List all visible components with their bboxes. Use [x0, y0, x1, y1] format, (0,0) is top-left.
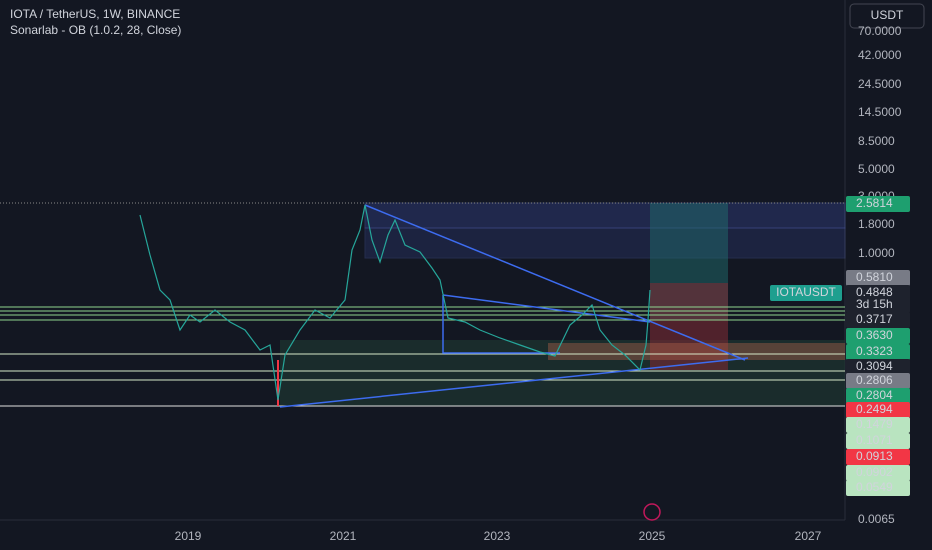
price-badge-label: 0.2494	[856, 402, 893, 416]
currency-button[interactable]	[849, 3, 925, 29]
price-badge-label: 0.2804	[856, 388, 893, 402]
price-badge	[846, 449, 910, 465]
price-badge-label: 3d 15h	[856, 297, 893, 311]
time-axis-label: 2019	[175, 529, 202, 543]
price-axis-label: 14.5000	[858, 105, 902, 119]
price-axis-label: 1.0000	[858, 246, 895, 260]
price-axis-label: 70.0000	[858, 24, 902, 38]
price-badge-label: 0.1479	[856, 417, 893, 431]
time-axis-label: 2025	[639, 529, 666, 543]
price-badge-label: 0.5810	[856, 270, 893, 284]
price-badge-label: 2.5814	[856, 196, 893, 210]
price-badge	[846, 417, 910, 433]
order-block	[364, 227, 846, 259]
price-badge	[846, 344, 910, 360]
price-badge-label: 0.4848	[856, 285, 893, 299]
price-axis-label: 24.5000	[858, 77, 902, 91]
time-axis-label: 2021	[330, 529, 357, 543]
time-axis-label: 2023	[484, 529, 511, 543]
zone	[280, 340, 845, 406]
price-axis-label: 42.0000	[858, 48, 902, 62]
currency-label[interactable]: USDT	[871, 8, 904, 22]
price-badge-label: 0.0902	[856, 465, 893, 479]
price-badge-label: 0.3323	[856, 344, 893, 358]
price-badge-label: 0.3717	[856, 312, 893, 326]
price-badge	[846, 359, 910, 375]
trend-line	[279, 357, 749, 408]
indicator-label: Sonarlab - OB (1.0.2, 28, Close)	[10, 23, 181, 37]
price-badge	[846, 270, 910, 286]
price-badge-label: 0.3094	[856, 359, 893, 373]
price-badge-label: 0.3630	[856, 328, 893, 342]
price-badge-label: 0.2806	[856, 373, 893, 387]
price-axis-label: 5.0000	[858, 162, 895, 176]
order-block	[548, 343, 845, 360]
price-axis-label: 0.0065	[858, 512, 895, 526]
price-badge	[846, 433, 910, 449]
price-badge	[846, 328, 910, 344]
symbol-tag	[770, 285, 842, 301]
order-block	[364, 202, 846, 229]
price-badge	[846, 402, 910, 418]
price-badge-label: 0.1071	[856, 433, 893, 447]
trend-line	[442, 294, 651, 323]
price-badge-label: 0.0913	[856, 449, 893, 463]
price-badge-label: 0.0549	[856, 480, 893, 494]
price-path	[139, 204, 651, 401]
price-badge	[846, 297, 910, 313]
chart-title: IOTA / TetherUS, 1W, BINANCE	[10, 7, 180, 21]
event-icon	[643, 503, 661, 521]
price-badge	[846, 312, 910, 328]
trend-line	[442, 295, 560, 354]
symbol-label: IOTAUSDT	[776, 285, 836, 299]
price-badge	[846, 465, 910, 481]
price-axis-label: 1.8000	[858, 217, 895, 231]
price-badge	[846, 388, 910, 404]
trend-line	[364, 204, 746, 361]
price-axis-label: 8.5000	[858, 134, 895, 148]
time-axis-label: 2027	[795, 529, 822, 543]
price-badge	[846, 373, 910, 389]
price-badge	[846, 196, 910, 212]
price-badge	[846, 480, 910, 496]
